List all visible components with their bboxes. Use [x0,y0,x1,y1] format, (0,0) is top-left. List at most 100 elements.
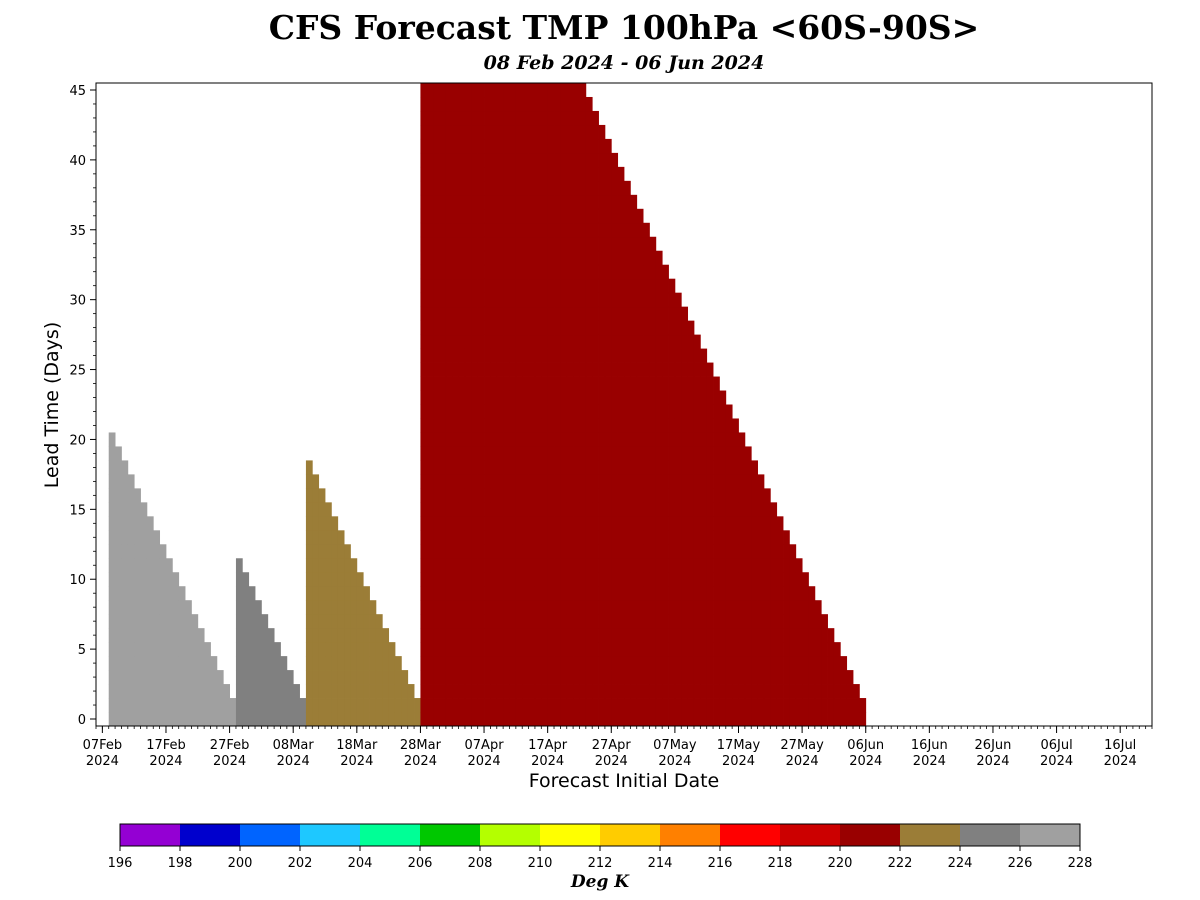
heat-cell [452,712,460,727]
heat-cell [579,138,587,154]
heat-cell [573,404,580,419]
heat-cell [484,600,491,615]
heat-cell [426,614,434,629]
heat-cell [655,656,663,671]
heat-cell [585,208,593,224]
heat-cell [560,320,568,336]
heat-cell [725,474,733,489]
heat-cell [496,390,504,405]
heat-cell [464,446,472,461]
heat-cell [674,572,682,587]
heat-cell [235,586,243,601]
heat-cell [426,306,434,322]
heat-cell [821,642,828,657]
heat-cell [814,642,822,657]
heat-cell [687,642,695,657]
heat-cell [763,656,771,671]
heat-cell [363,628,370,643]
heat-cell [318,502,326,517]
colorbar-swatch [840,824,901,846]
heat-cell [261,684,269,699]
heat-cell [592,334,599,349]
heat-cell [318,656,326,671]
heat-cell [515,418,523,433]
heat-cell [140,712,148,727]
colorbar-swatch [720,824,781,846]
heat-cell [464,502,472,517]
heat-cell [464,670,472,685]
heat-cell [592,222,599,238]
heat-cell [255,670,262,685]
heat-cell [534,194,542,210]
heat-cell [547,488,555,503]
heat-cell [617,530,625,545]
heat-cell [655,572,663,587]
heat-cell [426,544,434,559]
heat-cell [452,362,460,377]
x-tick-year: 2024 [595,754,628,769]
heat-cell [674,502,682,517]
heat-cell [541,278,549,294]
heat-cell [649,698,657,713]
heat-cell [433,544,440,559]
heat-cell [280,670,288,685]
heat-cell [477,558,485,573]
heat-cell [153,684,161,699]
heat-cell [541,572,549,587]
heat-cell [611,166,619,182]
heat-cell [554,432,561,447]
heat-cell [426,152,434,168]
heat-cell [356,586,364,601]
heat-cell [554,418,561,433]
heat-cell [725,642,733,657]
heat-cell [503,264,510,280]
heat-cell [248,642,256,657]
heat-cell [522,264,529,280]
heat-cell [515,404,523,419]
colorbar-tick-label: 212 [588,856,613,871]
heat-cell [579,376,587,391]
x-tick-year: 2024 [913,754,946,769]
heat-cell [617,320,625,336]
heat-cell [604,194,612,210]
heat-cell [490,628,498,643]
heat-cell [833,698,841,713]
heat-cell [420,278,428,294]
heat-cell [477,292,485,308]
x-tick-year: 2024 [1040,754,1073,769]
heat-cell [649,712,657,727]
heat-cell [662,698,669,713]
heat-cell [153,712,161,727]
heat-cell [541,474,549,489]
heat-cell [127,488,135,503]
heat-cell [630,446,638,461]
x-tick-year: 2024 [86,754,119,769]
heat-cell [509,404,517,419]
heat-cell [115,600,122,615]
heat-cell [458,264,466,280]
heat-cell [452,670,460,685]
heat-cell [477,614,485,629]
heat-cell [598,292,606,308]
heat-cell [305,502,313,517]
heat-cell [566,558,574,573]
heat-cell [776,656,784,671]
heat-cell [643,586,650,601]
heat-cell [693,446,701,461]
heat-cell [617,362,625,377]
heat-cell [121,712,129,727]
heat-cell [763,684,771,699]
heat-cell [146,544,154,559]
heat-cell [503,502,510,517]
heat-cell [598,656,606,671]
heat-cell [636,502,644,517]
heat-cell [191,656,199,671]
heat-cell [490,446,498,461]
heat-cell [534,586,542,601]
heat-cell [515,110,523,126]
heat-cell [121,530,129,545]
heat-cell [477,488,485,503]
heat-cell [636,334,644,349]
heat-cell [496,404,504,419]
heat-cell [795,558,803,573]
